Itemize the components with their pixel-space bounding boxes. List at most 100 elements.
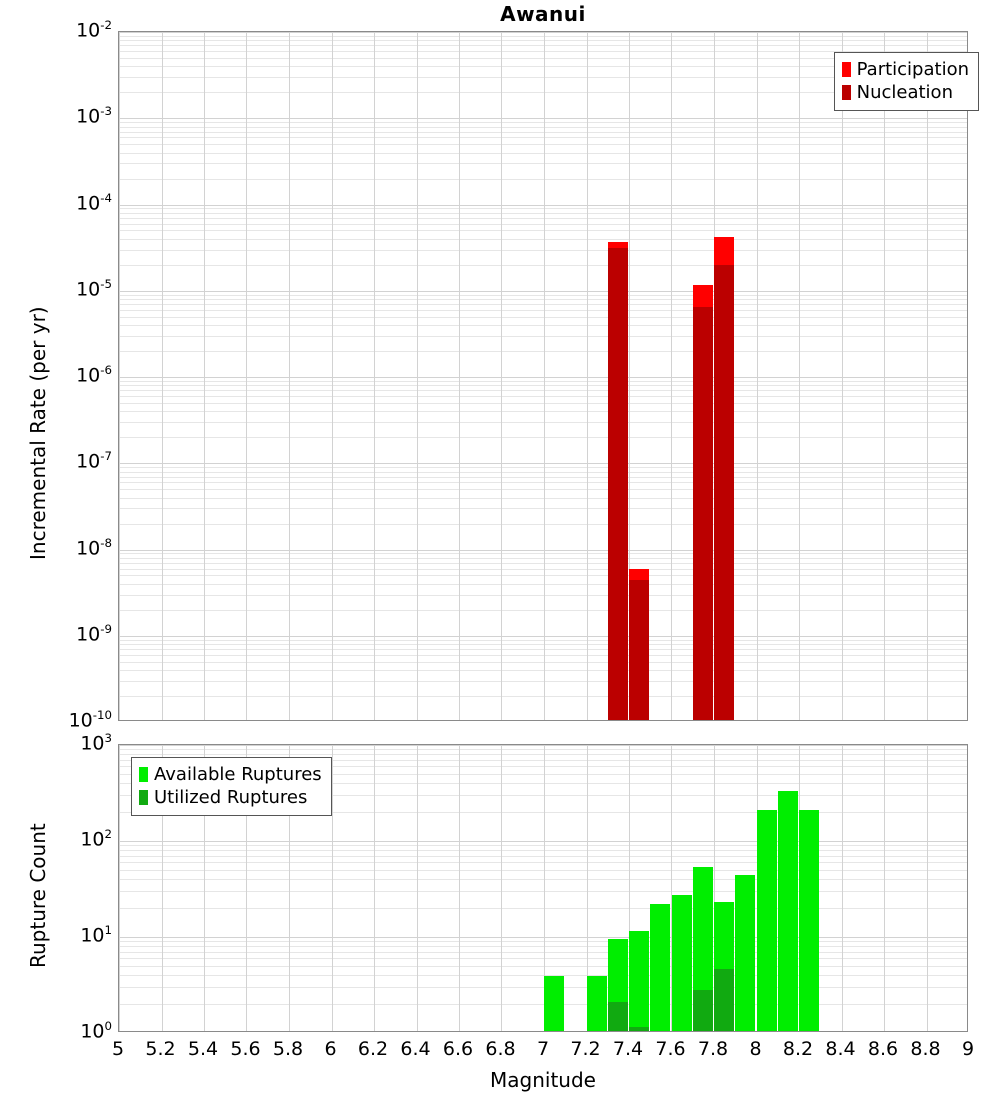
gridline-horizontal bbox=[119, 662, 967, 663]
gridline-horizontal bbox=[119, 754, 967, 755]
gridline-vertical bbox=[799, 32, 800, 720]
gridline-horizontal bbox=[119, 230, 967, 231]
gridline-vertical bbox=[884, 745, 885, 1031]
gridline-horizontal bbox=[119, 946, 967, 947]
legend-label: Participation bbox=[856, 59, 969, 80]
y-tick-label: 10-3 bbox=[76, 104, 112, 128]
gridline-vertical bbox=[544, 32, 545, 720]
gridline-horizontal bbox=[119, 265, 967, 266]
gridline-horizontal bbox=[119, 655, 967, 656]
y-tick-label: 10-7 bbox=[76, 449, 112, 473]
gridline-vertical bbox=[587, 745, 588, 1031]
gridline-horizontal bbox=[119, 636, 967, 637]
gridline-horizontal bbox=[119, 841, 967, 842]
gridline-horizontal bbox=[119, 937, 967, 938]
gridline-horizontal bbox=[119, 239, 967, 240]
gridline-horizontal bbox=[119, 291, 967, 292]
legend-entry: Utilized Ruptures bbox=[139, 786, 322, 809]
gridline-vertical bbox=[629, 32, 630, 720]
x-tick-label: 7.4 bbox=[612, 1038, 644, 1060]
gridline-horizontal bbox=[119, 390, 967, 391]
top-chart-legend: Participation Nucleation bbox=[833, 52, 979, 112]
gridline-horizontal bbox=[119, 987, 967, 988]
gridline-horizontal bbox=[119, 584, 967, 585]
incremental-rate-plot-area bbox=[118, 31, 968, 721]
gridline-horizontal bbox=[119, 766, 967, 767]
gridline-horizontal bbox=[119, 437, 967, 438]
gridline-horizontal bbox=[119, 127, 967, 128]
x-tick-label: 5.2 bbox=[145, 1038, 176, 1060]
gridline-horizontal bbox=[119, 153, 967, 154]
gridline-vertical bbox=[459, 32, 460, 720]
rupture-count-plot-area bbox=[118, 744, 968, 1032]
legend-entry: Nucleation bbox=[841, 81, 969, 104]
gridline-horizontal bbox=[119, 179, 967, 180]
x-tick-label: 8.4 bbox=[825, 1038, 856, 1060]
gridline-horizontal bbox=[119, 681, 967, 682]
gridline-horizontal bbox=[119, 498, 967, 499]
legend-swatch-icon bbox=[841, 85, 851, 101]
bar-utilized-ruptures bbox=[714, 969, 734, 1031]
bar-available-ruptures bbox=[735, 875, 755, 1031]
gridline-horizontal bbox=[119, 558, 967, 559]
gridline-horizontal bbox=[119, 224, 967, 225]
bar-nucleation bbox=[693, 306, 713, 720]
gridline-horizontal bbox=[119, 77, 967, 78]
gridline-vertical bbox=[417, 745, 418, 1031]
gridline-horizontal bbox=[119, 122, 967, 123]
gridline-horizontal bbox=[119, 250, 967, 251]
gridline-vertical bbox=[587, 32, 588, 720]
gridline-horizontal bbox=[119, 295, 967, 296]
x-tick-label: 6.8 bbox=[485, 1038, 516, 1060]
gridline-vertical bbox=[501, 745, 502, 1031]
gridline-vertical bbox=[501, 32, 502, 720]
bar-available-ruptures bbox=[587, 976, 607, 1031]
gridline-horizontal bbox=[119, 870, 967, 871]
gridline-horizontal bbox=[119, 862, 967, 863]
gridline-horizontal bbox=[119, 377, 967, 378]
y-tick-label: 100 bbox=[80, 1019, 112, 1043]
gridline-horizontal bbox=[119, 891, 967, 892]
bar-available-ruptures bbox=[799, 810, 819, 1031]
gridline-horizontal bbox=[119, 563, 967, 564]
gridline-horizontal bbox=[119, 137, 967, 138]
gridline-horizontal bbox=[119, 299, 967, 300]
bar-available-ruptures bbox=[757, 810, 777, 1031]
gridline-vertical bbox=[714, 745, 715, 1031]
gridline-vertical bbox=[629, 745, 630, 1031]
x-tick-label: 8 bbox=[749, 1038, 762, 1060]
gridline-vertical bbox=[417, 32, 418, 720]
gridline-horizontal bbox=[119, 92, 967, 93]
gridline-horizontal bbox=[119, 941, 967, 942]
gridline-horizontal bbox=[119, 317, 967, 318]
bar-available-ruptures bbox=[544, 976, 564, 1031]
gridline-horizontal bbox=[119, 569, 967, 570]
gridline-vertical bbox=[246, 32, 247, 720]
gridline-horizontal bbox=[119, 524, 967, 525]
x-tick-label: 6 bbox=[324, 1038, 337, 1060]
gridline-horizontal bbox=[119, 975, 967, 976]
legend-label: Nucleation bbox=[856, 82, 953, 104]
top-chart-y-axis-label: Incremental Rate (per yr) bbox=[26, 306, 50, 560]
gridline-horizontal bbox=[119, 575, 967, 576]
gridline-horizontal bbox=[119, 205, 967, 206]
gridline-horizontal bbox=[119, 66, 967, 67]
bar-available-ruptures bbox=[672, 895, 692, 1031]
x-tick-label: 7.6 bbox=[655, 1038, 686, 1060]
gridline-horizontal bbox=[119, 856, 967, 857]
gridline-vertical bbox=[119, 745, 120, 1031]
gridline-vertical bbox=[374, 745, 375, 1031]
gridline-horizontal bbox=[119, 850, 967, 851]
gridline-vertical bbox=[204, 32, 205, 720]
gridline-horizontal bbox=[119, 304, 967, 305]
gridline-horizontal bbox=[119, 144, 967, 145]
gridline-horizontal bbox=[119, 381, 967, 382]
bar-utilized-ruptures bbox=[693, 989, 713, 1031]
gridline-horizontal bbox=[119, 879, 967, 880]
x-tick-label: 5.8 bbox=[272, 1038, 304, 1060]
gridline-horizontal bbox=[119, 795, 967, 796]
gridline-horizontal bbox=[119, 745, 967, 746]
y-tick-label: 10-9 bbox=[76, 621, 112, 646]
gridline-horizontal bbox=[119, 411, 967, 412]
gridline-vertical bbox=[757, 32, 758, 720]
